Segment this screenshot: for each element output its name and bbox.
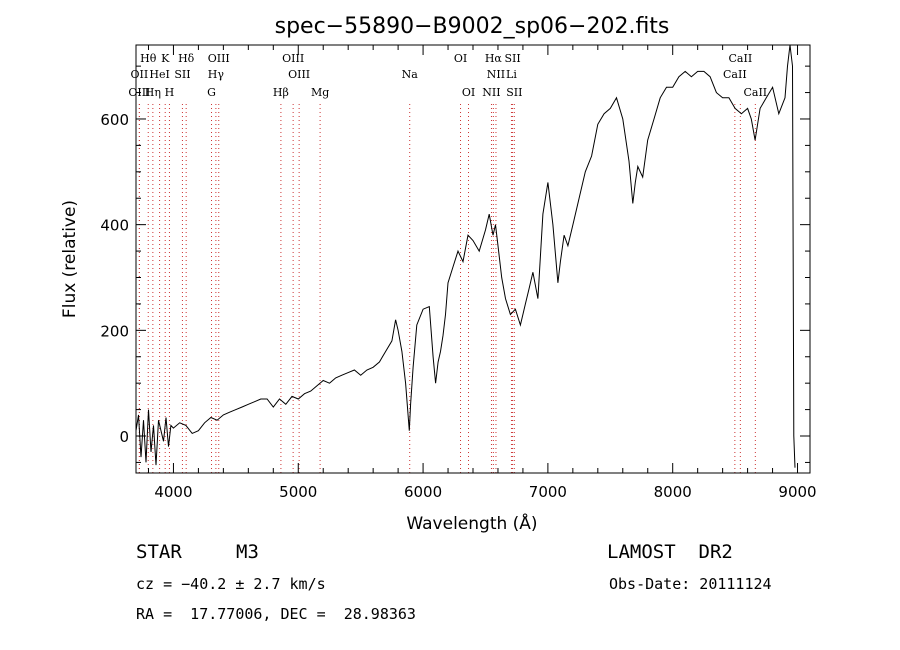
y-tick-label: 400 [100,217,129,235]
spectral-line-label: H [165,86,175,99]
x-axis-label: Wavelength (Å) [406,512,537,534]
sky-coordinates: RA = 17.77006, DEC = 28.98363 [136,605,416,623]
spectral-line-label: OI [462,86,475,99]
spectral-line-label: NII [482,86,500,99]
spectrum-series-line [135,44,796,468]
y-tick-label: 0 [119,428,129,446]
spectral-line-label: NII [487,68,505,81]
x-tick-label: 6000 [404,483,442,501]
spectral-line-label: Hβ [273,86,289,99]
spectral-line-label: HeI [149,68,169,81]
x-tick-label: 4000 [154,483,192,501]
spectral-line-label: Hθ [140,52,157,65]
spectral-line-label: Li [506,68,517,81]
spectral-line-label: Hδ [178,52,195,65]
y-tick-label: 200 [100,322,129,340]
chart-title: spec−55890−B9002_sp06−202.fits [275,14,670,39]
spectral-line-label: Na [402,68,419,81]
spectral-line-label: Hα [485,52,503,65]
spectral-line-label: SII [504,52,520,65]
object-subclass: M3 [236,541,259,563]
axis-ticks: 4000 5000 6000 7000 8000 9000 0 200 400 600 [100,45,817,501]
spectral-line-label: SII [174,68,190,81]
spectral-line-label: Mg [311,86,329,99]
survey-release: LAMOST DR2 [607,541,733,563]
spectral-line-label: OIII [282,52,304,65]
spectral-line-label: Hη [145,86,161,99]
spectral-line-label: CaII [723,68,747,81]
x-tick-label: 5000 [279,483,317,501]
spectral-line-label: CaII [743,86,767,99]
spectral-line-label: OII [131,68,149,81]
y-tick-label: 600 [100,111,129,129]
x-tick-label: 9000 [778,483,816,501]
redshift-cz: cz = −40.2 ± 2.7 km/s [136,575,326,593]
object-type: STAR [136,541,182,563]
spectral-line-label: OI [454,52,467,65]
x-tick-label: 8000 [654,483,692,501]
spectral-line-label: K [161,52,170,65]
spectral-line-label: Hγ [208,68,225,81]
spectral-line-label: G [207,86,216,99]
y-axis-label: Flux (relative) [60,200,80,318]
spectral-line-label: OIII [208,52,230,65]
observation-date: Obs-Date: 20111124 [609,575,772,593]
x-tick-label: 7000 [529,483,567,501]
spectral-line-label: SII [506,86,522,99]
spectral-line-label: CaII [729,52,753,65]
spectral-line-label: OIII [288,68,310,81]
